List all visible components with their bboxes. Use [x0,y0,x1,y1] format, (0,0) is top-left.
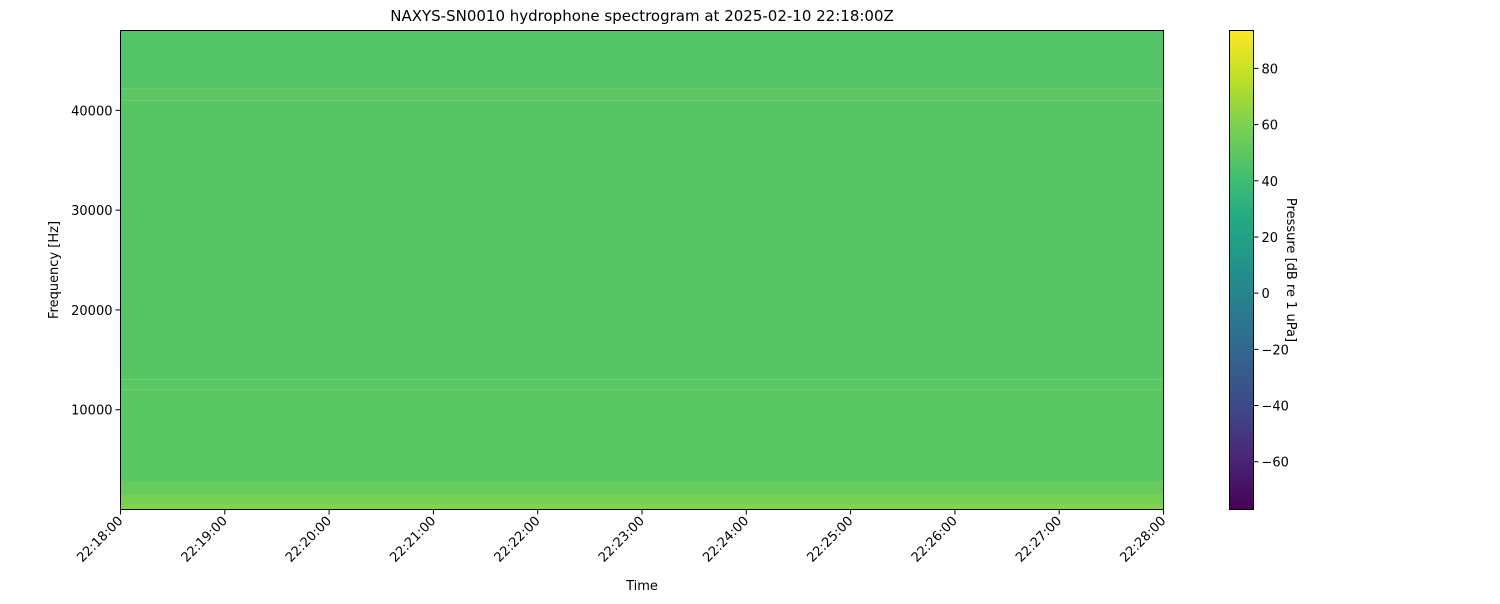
y-tick-label: 10000 [71,404,112,419]
heatmap-band [120,100,1164,380]
colorbar-tick-label: 40 [1262,175,1279,190]
x-tick-label: 22:26:00 [909,514,961,566]
y-tick-label: 20000 [71,304,112,319]
heatmap-band [120,389,1164,482]
chart-title: NAXYS-SN0010 hydrophone spectrogram at 2… [390,7,894,25]
x-tick-label: 22:21:00 [387,514,439,566]
heatmap-band [120,379,1164,390]
x-tick-label: 22:20:00 [283,514,335,566]
colorbar-axis: −60 −40 −20 0 20 40 60 80 [1253,62,1289,471]
heatmap-band [120,504,1164,510]
colorbar [1229,30,1254,510]
x-tick-label: 22:27:00 [1013,514,1065,566]
heatmap-band [120,30,1164,89]
heatmap-band [120,481,1164,495]
x-tick-label: 22:28:00 [1117,514,1169,566]
x-tick-label: 22:19:00 [179,514,231,566]
x-axis-label: Time [625,579,658,594]
y-axis: 10000 20000 30000 40000 [71,104,121,419]
x-tick-label: 22:23:00 [596,514,648,566]
colorbar-tick-label: −20 [1262,343,1289,358]
x-tick-label: 22:22:00 [492,514,544,566]
x-tick-label: 22:24:00 [700,514,752,566]
colorbar-tick-label: 0 [1262,287,1270,302]
colorbar-tick-label: 20 [1262,231,1279,246]
colorbar-tick-label: 80 [1262,62,1279,77]
x-tick-label: 22:18:00 [74,514,126,566]
y-tick-label: 30000 [71,204,112,219]
y-axis-label: Frequency [Hz] [47,221,62,319]
colorbar-label: Pressure [dB re 1 uPa] [1283,198,1298,342]
heatmap-band [120,88,1164,101]
heatmap-cells [120,30,1164,510]
x-tick-label: 22:25:00 [805,514,857,566]
colorbar-tick-label: −40 [1262,400,1289,415]
y-tick-label: 40000 [71,104,112,119]
colorbar-tick-label: −60 [1262,456,1289,471]
heatmap-band [120,494,1164,505]
colorbar-tick-label: 60 [1262,119,1279,134]
x-axis: 22:18:00 22:19:00 22:20:00 22:21:00 22:22:00… [74,509,1169,566]
